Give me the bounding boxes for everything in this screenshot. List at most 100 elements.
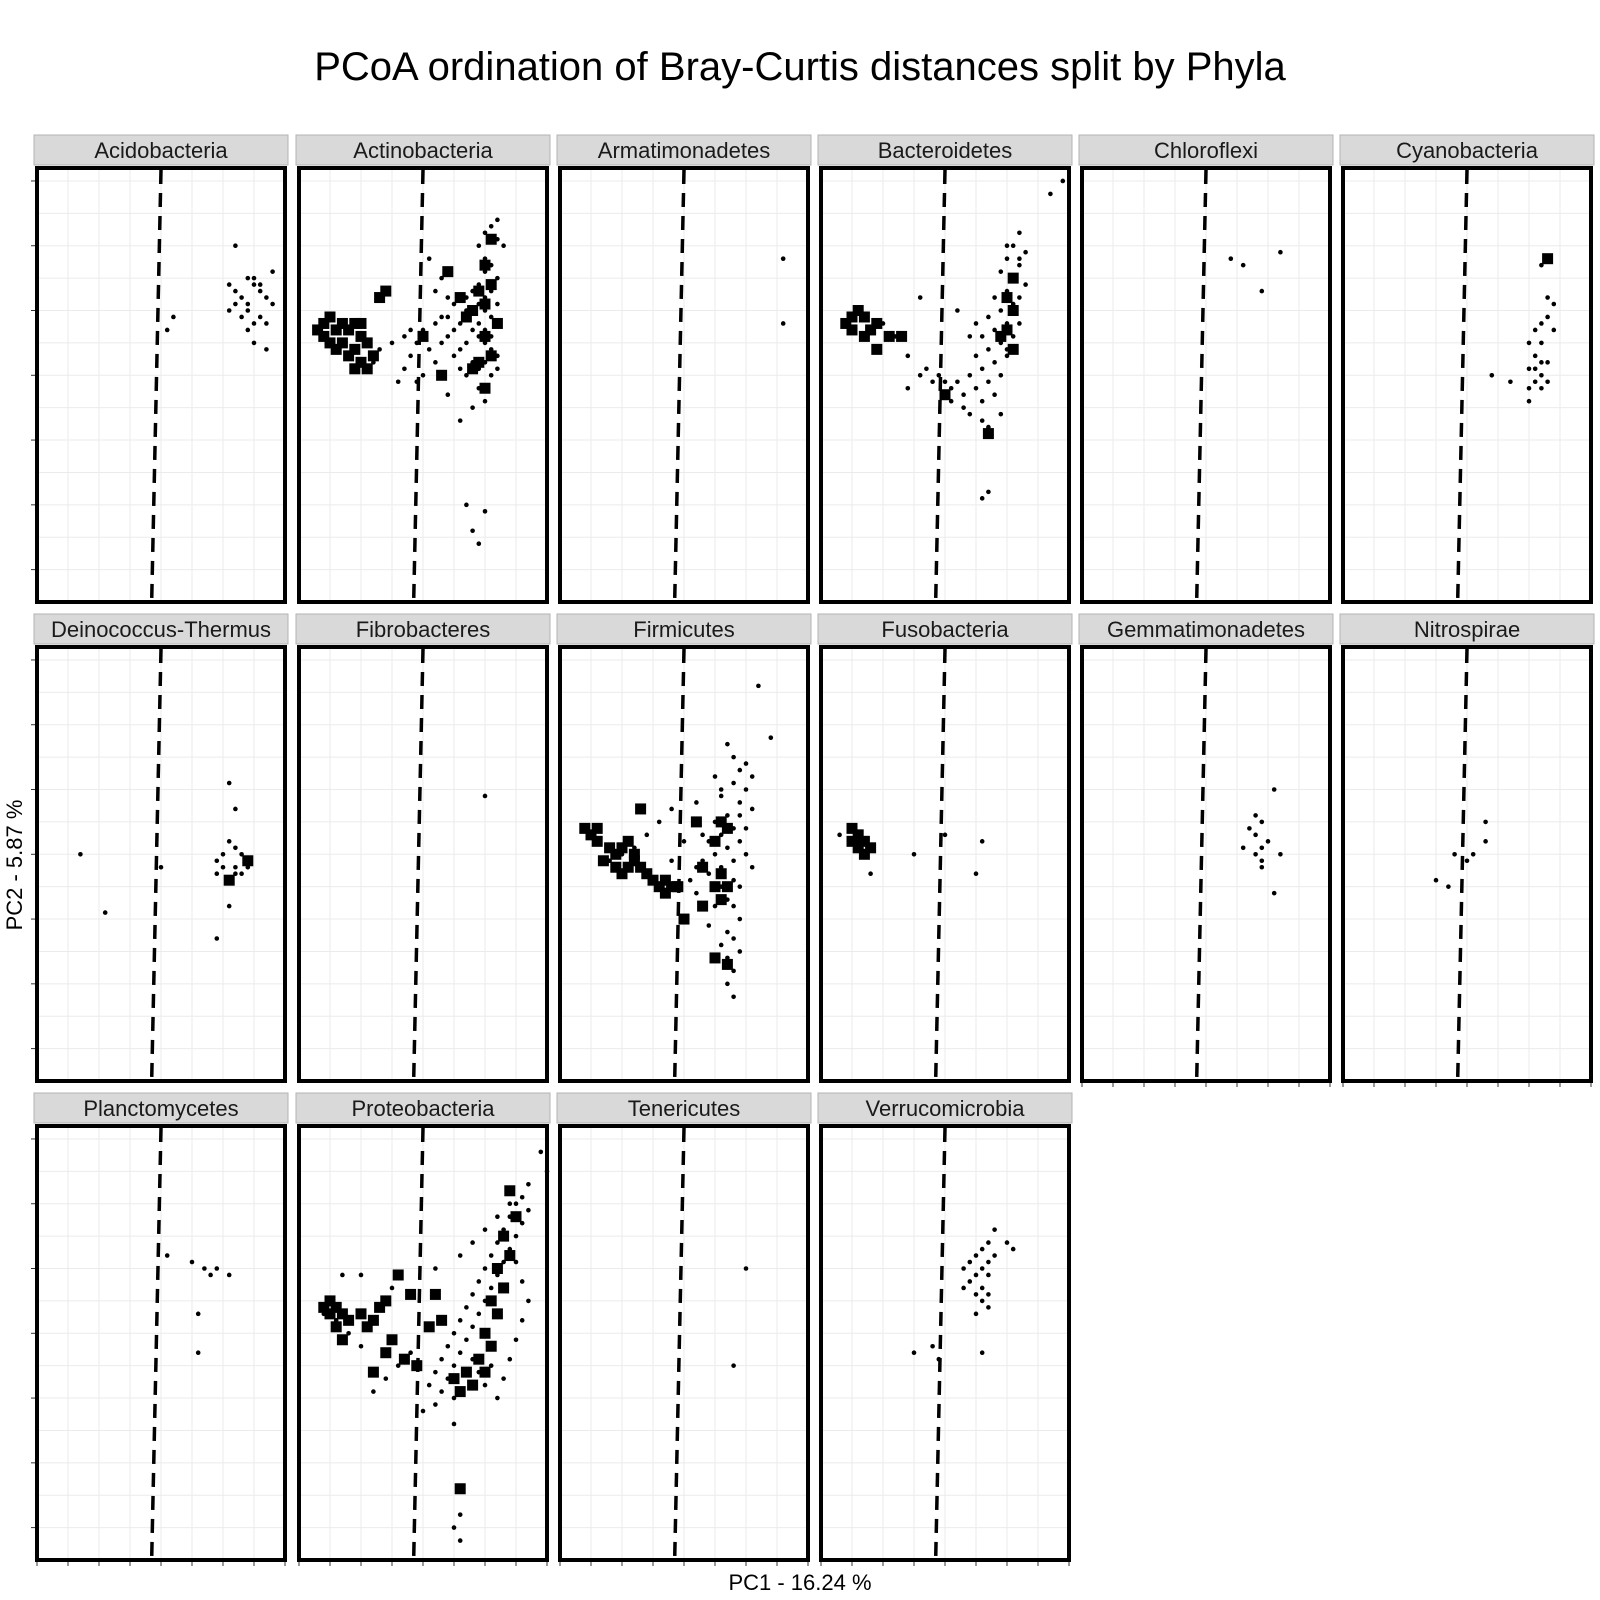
data-point [1017,256,1022,261]
data-point-square [485,233,497,245]
data-point-square [858,848,870,860]
facet-strip-label: Tenericutes [628,1096,741,1121]
data-point [451,327,457,333]
data-point [687,877,693,883]
data-point [731,903,736,909]
data-point [420,372,426,378]
data-point [445,334,451,339]
data-point-square [858,835,870,847]
data-point [905,353,911,359]
facet-strip-label: Verrucomicrobia [866,1096,1026,1121]
data-point-square [355,1308,367,1320]
data-point [681,839,687,844]
data-point [233,806,238,812]
data-point-square [659,874,671,886]
facet-strip-label: Firmicutes [633,617,734,642]
facet-strip-label: Actinobacteria [353,138,493,163]
data-point-square [865,842,877,854]
data-point [1017,321,1022,326]
data-point-square [672,881,684,893]
data-point [1271,890,1277,896]
data-point [1017,230,1022,236]
facet-strip-label: Deinococcus-Thermus [51,617,271,642]
data-point-square [610,861,622,873]
reference-dashed-line [149,1127,163,1559]
data-point-square [641,868,653,880]
data-point [967,334,973,339]
facet-strip [556,1092,812,1124]
data-point [189,1259,195,1265]
data-point-square [579,822,591,834]
facet-points [1433,819,1488,889]
reference-dashed-line [1455,169,1469,601]
data-point [495,301,500,307]
facet-points [78,780,254,941]
data-point-square [491,1308,503,1320]
data-point [986,1305,991,1310]
facet-panel-border [558,1124,810,1562]
data-point [457,366,463,372]
data-point-square [355,317,367,329]
data-point [78,851,83,857]
data-point [433,321,438,326]
data-point [164,327,170,333]
data-point-square [473,356,485,368]
data-point [737,884,743,889]
data-point [961,405,966,410]
data-point [513,1201,519,1207]
data-point [986,1259,991,1265]
data-point [1470,851,1476,857]
facet-fibrobacteres: Fibrobacteres [295,613,551,1083]
facet-panel-border [1341,645,1593,1083]
data-point-square [1542,253,1554,265]
data-point-square [473,1353,485,1365]
data-point [482,1266,488,1271]
data-point [942,379,948,385]
data-point-square [405,1288,417,1300]
data-point [700,832,705,838]
facet-panel-border [1080,645,1332,1083]
data-point-square [398,1353,410,1365]
data-point [1240,845,1246,851]
reference-dashed-line [1194,648,1208,1080]
data-point [998,372,1004,378]
data-point-square [504,1250,516,1262]
data-point [245,308,251,313]
data-point [1464,858,1470,864]
data-point [426,256,432,261]
data-point [214,871,220,877]
data-point [961,1266,966,1271]
data-point [669,806,674,812]
data-point [1259,819,1265,825]
data-point [476,321,482,326]
data-point-square [479,382,491,394]
data-point [992,360,997,365]
data-point [737,949,743,954]
facet-panel-border [819,1124,1071,1562]
data-point [408,353,413,359]
facet-strip-label: Fusobacteria [881,617,1009,642]
data-point [743,851,749,857]
facet-panel-border [1080,166,1332,604]
data-point [251,321,257,326]
data-point-square [709,952,721,964]
data-point [526,1207,531,1213]
data-point [457,1318,463,1323]
data-point-square [591,822,603,834]
data-point-square [616,842,628,854]
data-point-square [591,835,603,847]
data-point [507,1201,513,1207]
data-point-square [709,835,721,847]
facet-points [731,1266,749,1368]
data-point [967,411,973,417]
data-point [725,741,730,747]
data-point [451,1330,457,1336]
data-point [439,314,444,320]
data-point [992,1227,997,1232]
data-point [439,1356,444,1362]
data-point-square [361,337,373,349]
data-point-square [349,363,361,375]
data-point-square [510,1211,522,1223]
data-point [731,936,736,941]
data-point-square [367,1366,379,1378]
